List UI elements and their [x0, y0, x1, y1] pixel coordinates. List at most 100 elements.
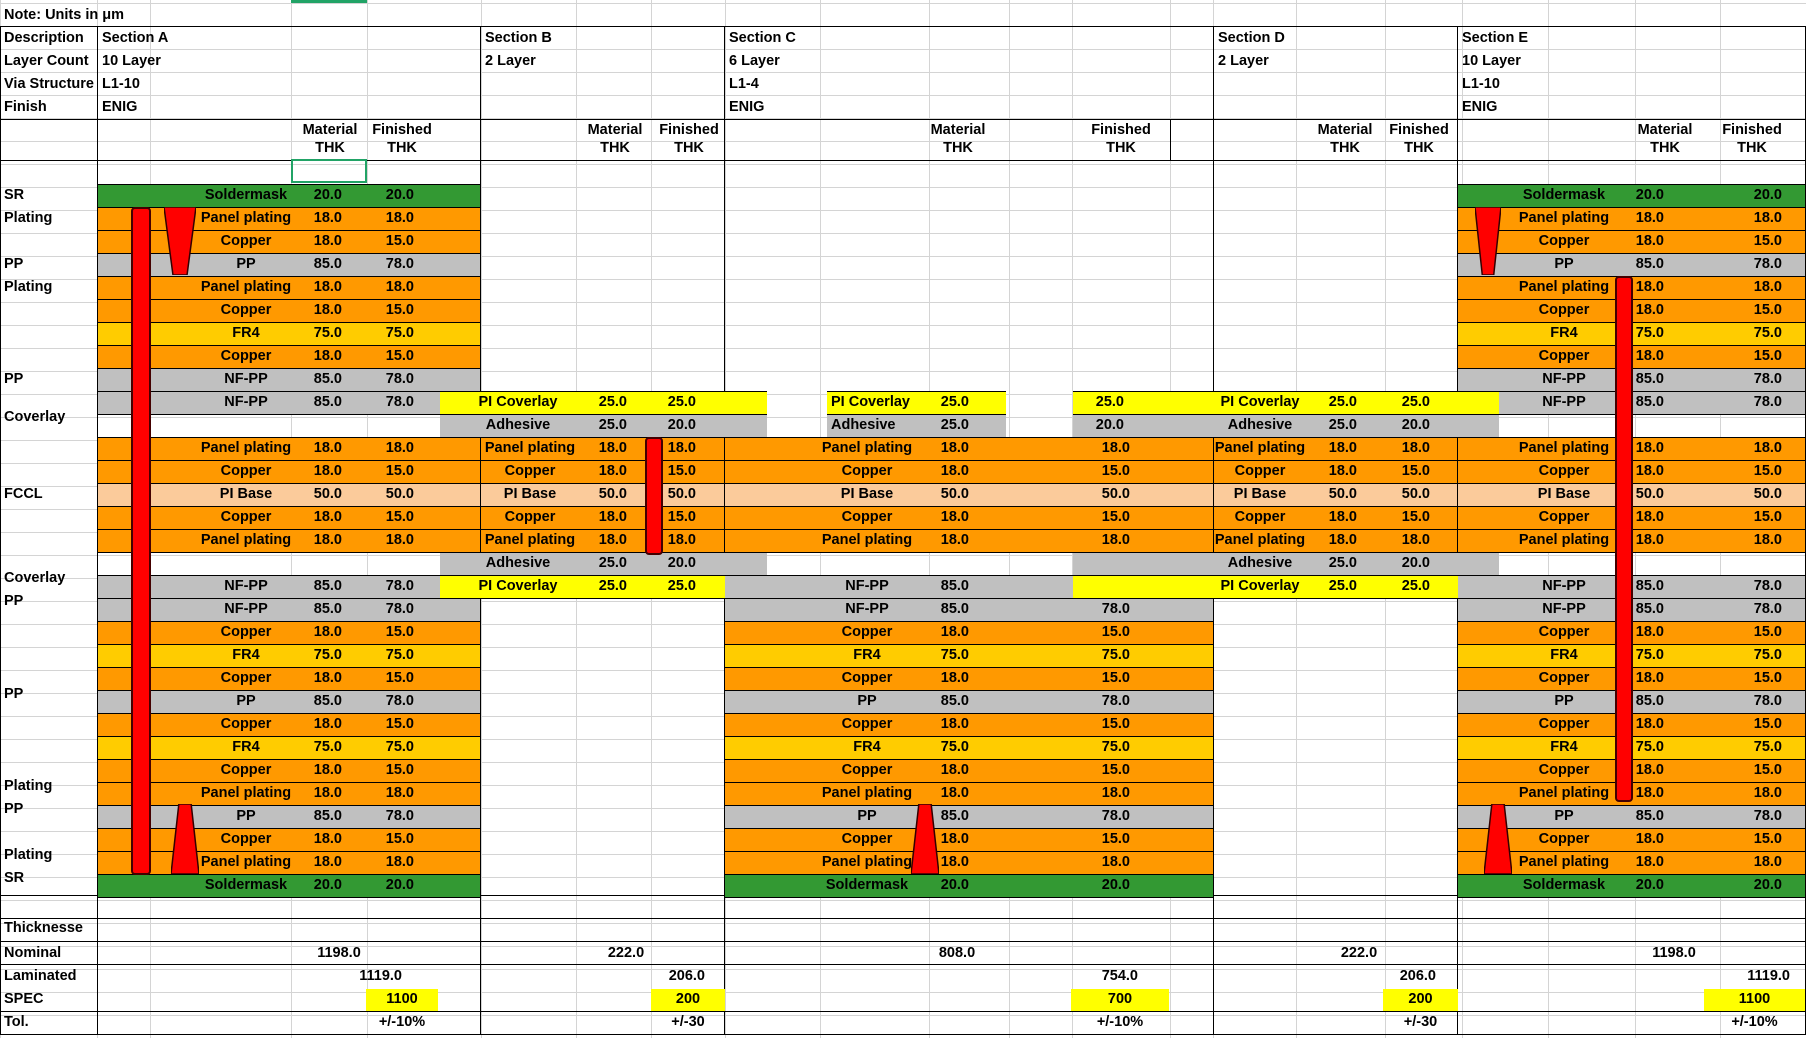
layer-r12-a	[98, 460, 480, 484]
layer-r25-c	[725, 759, 1213, 783]
layer-r00-a	[98, 184, 480, 208]
layer-material-thk: 18.0	[1635, 532, 1664, 548]
layer-finished-thk: 20.0	[667, 555, 696, 571]
layer-name: Panel plating	[821, 854, 913, 870]
row-label-13: SR	[4, 870, 25, 886]
layer-name: PI Base	[840, 486, 894, 502]
layer-name: Panel plating	[1214, 440, 1306, 456]
layer-finished-thk: 50.0	[1401, 486, 1430, 502]
row-label-7: Coverlay	[4, 570, 66, 586]
layer-finished-thk: 15.0	[385, 624, 414, 640]
layer-material-thk: 18.0	[1635, 785, 1664, 801]
layer-r27-c	[725, 805, 1213, 829]
layer-material-thk: 18.0	[1635, 302, 1664, 318]
layer-finished-thk: 20.0	[1401, 555, 1430, 571]
layer-material-thk: 18.0	[598, 463, 627, 479]
layer-r09-d	[1073, 391, 1499, 415]
layer-r18-c	[725, 598, 1213, 622]
layer-finished-thk: 78.0	[1753, 394, 1782, 410]
microvia-c-bottom	[911, 804, 939, 874]
layer-name: Copper	[841, 509, 893, 525]
layer-name: PP	[1554, 256, 1574, 272]
layer-name: PP	[236, 693, 256, 709]
layer-finished-thk: 18.0	[1101, 532, 1130, 548]
layer-finished-thk: 20.0	[1753, 877, 1782, 893]
layer-r13-d	[1214, 483, 1457, 507]
nominal-e: 1198.0	[1652, 945, 1696, 961]
layer-name: Copper	[504, 509, 556, 525]
layer-finished-thk: 78.0	[1101, 693, 1130, 709]
layer-material-thk: 75.0	[1635, 325, 1664, 341]
layer-name: FR4	[1550, 325, 1578, 341]
selected-cell[interactable]	[291, 159, 367, 183]
layer-name: NF-PP	[224, 371, 268, 387]
layer-name: Copper	[1234, 509, 1286, 525]
layer-name: Panel plating	[1518, 532, 1610, 548]
row-label-6: FCCL	[4, 486, 43, 502]
layer-material-thk: 18.0	[940, 440, 969, 456]
layer-finished-thk: 78.0	[385, 601, 414, 617]
row-label-12: Plating	[4, 847, 53, 863]
layer-name: Copper	[1538, 463, 1590, 479]
label-tol: Tol.	[4, 1014, 29, 1030]
layer-material-thk: 18.0	[313, 279, 342, 295]
layer-material-thk: 75.0	[940, 739, 969, 755]
layer-material-thk: 18.0	[1635, 670, 1664, 686]
through-via-a	[131, 207, 151, 875]
layer-finished-thk: 15.0	[385, 831, 414, 847]
layer-name: PP	[857, 808, 877, 824]
header-word: Material	[930, 122, 986, 138]
header-material-thk-0: Material THK	[285, 121, 375, 157]
layer-material-thk: 25.0	[598, 394, 627, 410]
layer-material-thk: 85.0	[940, 808, 969, 824]
layer-material-thk: 18.0	[1635, 509, 1664, 525]
tol-c: +/-10%	[1096, 1014, 1144, 1030]
layer-finished-thk: 75.0	[385, 325, 414, 341]
section-c-layers: 6 Layer	[729, 53, 780, 69]
layer-material-thk: 85.0	[1635, 693, 1664, 709]
layer-r25-a	[98, 759, 480, 783]
header-material-thk-2: Material THK	[913, 121, 1003, 157]
layer-finished-thk: 78.0	[1753, 256, 1782, 272]
layer-finished-thk: 50.0	[385, 486, 414, 502]
layer-name: Panel plating	[200, 785, 292, 801]
row-label-8: PP	[4, 593, 24, 609]
layer-finished-thk: 18.0	[1753, 440, 1782, 456]
layer-material-thk: 18.0	[1635, 762, 1664, 778]
layer-finished-thk: 15.0	[1101, 670, 1130, 686]
layer-material-thk: 85.0	[1635, 578, 1664, 594]
layer-name: PI Coverlay	[478, 578, 558, 594]
layer-material-thk: 18.0	[313, 302, 342, 318]
layer-material-thk: 50.0	[313, 486, 342, 502]
spec-highlight-b	[651, 989, 725, 1011]
layer-material-thk: 18.0	[313, 831, 342, 847]
layer-material-thk: 18.0	[598, 440, 627, 456]
row-label-0: SR	[4, 187, 25, 203]
layer-name: Copper	[220, 624, 272, 640]
layer-finished-thk: 25.0	[667, 578, 696, 594]
layer-material-thk: 50.0	[1328, 486, 1357, 502]
layer-name: FR4	[232, 647, 260, 663]
tol-a: +/-10%	[378, 1014, 426, 1030]
section-b-name: Section B	[485, 30, 552, 46]
layer-material-thk: 18.0	[313, 762, 342, 778]
layer-name: Copper	[1538, 233, 1590, 249]
section-b-via	[481, 73, 724, 96]
layer-material-thk: 18.0	[598, 532, 627, 548]
layer-finished-thk: 15.0	[385, 670, 414, 686]
header-word: THK	[600, 140, 630, 156]
layer-material-thk: 85.0	[1635, 601, 1664, 617]
layer-finished-thk: 15.0	[385, 233, 414, 249]
layer-material-thk: 18.0	[1635, 624, 1664, 640]
layer-name: Panel plating	[1518, 854, 1610, 870]
layer-r22-c	[725, 690, 1213, 714]
layer-r06-a	[98, 322, 480, 346]
layer-r11-c	[725, 437, 1213, 461]
layer-r14-d	[1214, 506, 1457, 530]
layer-material-thk: 18.0	[940, 854, 969, 870]
layer-finished-thk: 20.0	[1101, 877, 1130, 893]
layer-material-thk: 50.0	[598, 486, 627, 502]
layer-finished-thk: 18.0	[385, 440, 414, 456]
layer-r09-a	[98, 391, 480, 415]
